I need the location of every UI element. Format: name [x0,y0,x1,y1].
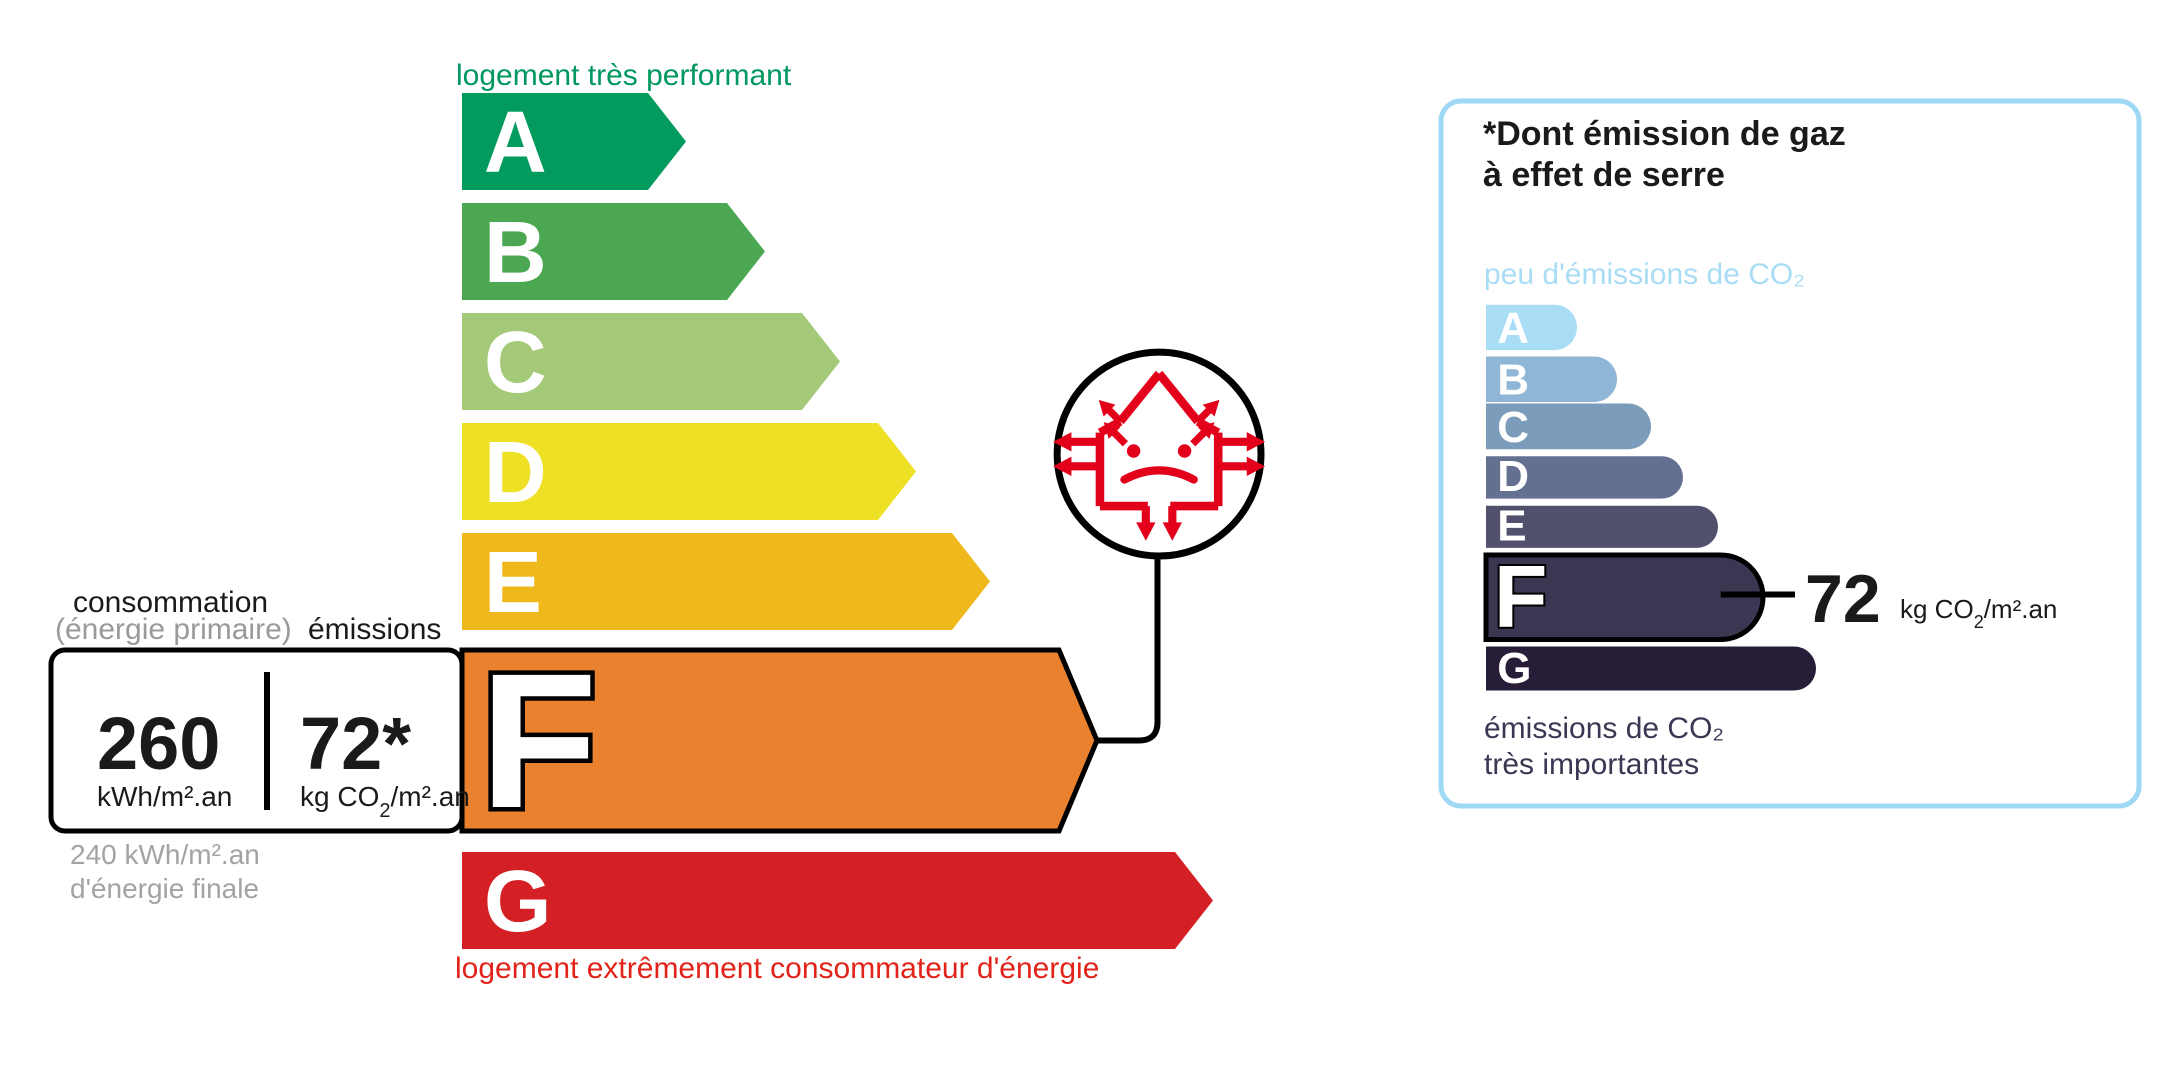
svg-text:F: F [1494,547,1548,646]
svg-text:très importantes: très importantes [1484,748,1699,781]
svg-text:G: G [1497,644,1531,693]
svg-text:72: 72 [1805,561,1881,637]
svg-text:C: C [1497,403,1529,452]
svg-text:peu d'émissions de CO₂: peu d'émissions de CO₂ [1484,258,1805,291]
svg-text:*Dont émission de gaz: *Dont émission de gaz [1483,115,1846,153]
svg-text:B: B [1497,356,1529,405]
svg-text:E: E [1497,501,1526,550]
svg-text:à effet de serre: à effet de serre [1483,156,1725,194]
svg-text:D: D [1497,452,1529,501]
svg-text:émissions de CO₂: émissions de CO₂ [1484,712,1724,745]
svg-text:A: A [1497,304,1529,353]
